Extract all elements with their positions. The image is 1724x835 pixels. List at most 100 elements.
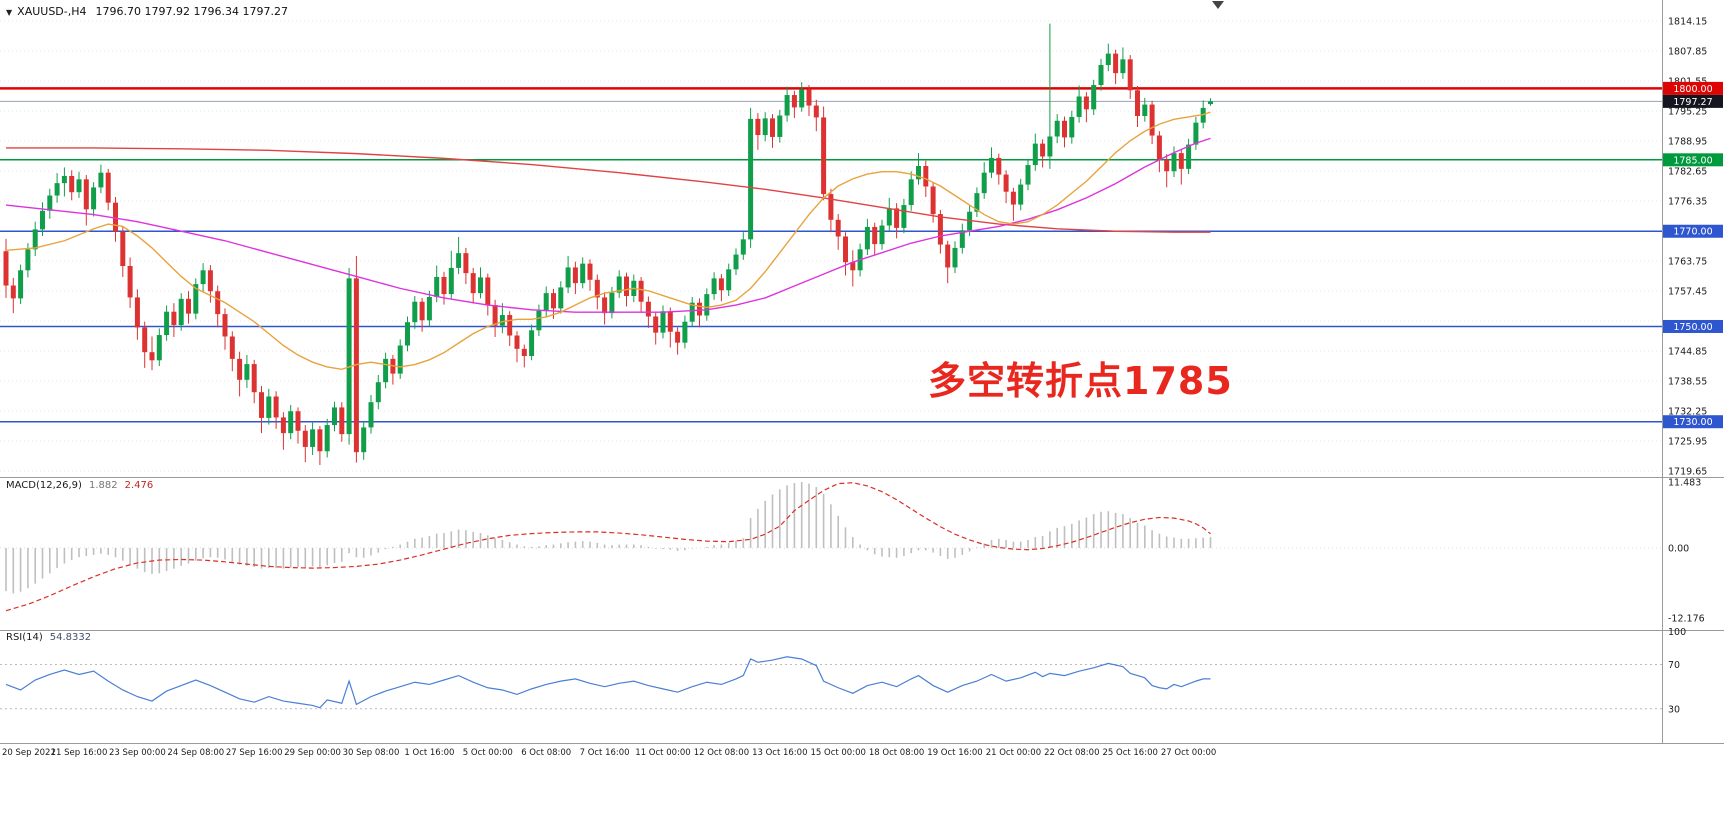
rsi-header: RSI(14) 54.8332 xyxy=(6,632,91,643)
candle xyxy=(908,179,914,206)
candle xyxy=(1113,53,1119,74)
candle xyxy=(733,254,739,270)
candle xyxy=(368,402,374,428)
candle xyxy=(10,285,16,299)
price-badge xyxy=(1663,81,1723,95)
candle xyxy=(149,352,155,361)
candle xyxy=(864,226,870,250)
candle xyxy=(470,273,476,294)
candle xyxy=(1032,143,1038,166)
ohlc-values: 1796.70 1797.92 1796.34 1797.27 xyxy=(95,5,288,18)
candle xyxy=(405,322,410,346)
candle xyxy=(229,336,235,359)
candle xyxy=(1083,96,1089,110)
chart-shift-marker-icon[interactable] xyxy=(1212,1,1224,9)
candle xyxy=(419,301,425,321)
symbol-timeframe-label: XAUUSD-,H4 xyxy=(17,5,87,18)
candle xyxy=(850,262,856,271)
candle xyxy=(91,187,97,210)
candle xyxy=(937,214,943,245)
candle xyxy=(142,327,148,353)
price-axis-label: 1807.85 xyxy=(1668,46,1707,57)
horizontal-level-lines xyxy=(0,87,1662,423)
svg-text:1770.00: 1770.00 xyxy=(1673,227,1712,238)
candle xyxy=(178,298,184,326)
candle xyxy=(821,117,827,195)
macd-panel xyxy=(0,481,1662,612)
candle xyxy=(587,263,593,280)
candle xyxy=(726,269,732,291)
candle xyxy=(514,335,520,349)
candle xyxy=(843,236,848,263)
candle xyxy=(40,210,45,230)
candle xyxy=(1105,53,1111,66)
candle xyxy=(1098,65,1104,86)
candle xyxy=(339,407,345,435)
candle xyxy=(748,118,754,240)
candle xyxy=(171,311,177,326)
candle xyxy=(1135,90,1140,116)
candle xyxy=(952,247,958,268)
time-axis-label: 15 Oct 00:00 xyxy=(810,748,865,758)
candle xyxy=(974,193,980,212)
candle xyxy=(434,276,440,297)
candle xyxy=(989,157,994,173)
candle xyxy=(660,311,666,333)
candle xyxy=(412,301,418,323)
candle xyxy=(616,276,622,293)
symbol-header: ▼ XAUUSD-,H4 1796.70 1797.92 1796.34 1797.… xyxy=(6,5,288,18)
candle xyxy=(1018,184,1024,205)
candle xyxy=(127,265,133,298)
text-annotation[interactable]: 多空转折点1785 xyxy=(928,359,1233,403)
candle xyxy=(324,425,330,452)
candle xyxy=(828,194,834,220)
candle xyxy=(186,298,191,314)
time-axis-label: 18 Oct 08:00 xyxy=(869,748,924,758)
macd-signal-value: 2.476 xyxy=(124,480,154,491)
candle xyxy=(1178,153,1184,169)
candle xyxy=(996,157,1002,175)
candle xyxy=(791,95,797,108)
panel-separators xyxy=(0,0,1724,744)
candle xyxy=(1091,85,1097,110)
candle xyxy=(244,364,250,380)
candle xyxy=(1040,143,1046,157)
candle xyxy=(1186,144,1192,169)
time-axis-label: 13 Oct 16:00 xyxy=(752,748,807,758)
candle xyxy=(499,315,505,326)
price-badge xyxy=(1663,224,1723,238)
candle xyxy=(543,293,549,311)
candle xyxy=(835,219,841,237)
candle xyxy=(463,253,469,274)
candle xyxy=(47,195,53,211)
candle xyxy=(1142,104,1148,116)
price-axis-label: 1744.85 xyxy=(1668,346,1707,357)
rsi-axis-label: 30 xyxy=(1668,704,1680,715)
rsi-panel xyxy=(0,656,1662,710)
candle xyxy=(222,314,228,337)
candle xyxy=(1156,135,1162,160)
candle xyxy=(383,358,389,383)
candle xyxy=(1047,136,1053,157)
time-axis-label: 5 Oct 00:00 xyxy=(463,748,513,758)
time-axis-label: 25 Oct 16:00 xyxy=(1102,748,1157,758)
candle xyxy=(602,297,608,314)
candle xyxy=(18,270,24,299)
candle xyxy=(813,105,819,118)
candle xyxy=(689,302,695,322)
candle xyxy=(704,294,710,316)
candle xyxy=(134,297,140,328)
candle xyxy=(361,427,367,453)
candle xyxy=(54,183,60,196)
candle xyxy=(945,244,951,268)
candle xyxy=(1003,174,1009,192)
time-axis-label: 6 Oct 08:00 xyxy=(521,748,571,758)
rsi-axis-label: 70 xyxy=(1668,660,1680,671)
candle xyxy=(280,417,286,434)
candle xyxy=(317,429,323,452)
candle xyxy=(113,202,118,232)
time-axis-label: 23 Sep 00:00 xyxy=(109,748,166,758)
